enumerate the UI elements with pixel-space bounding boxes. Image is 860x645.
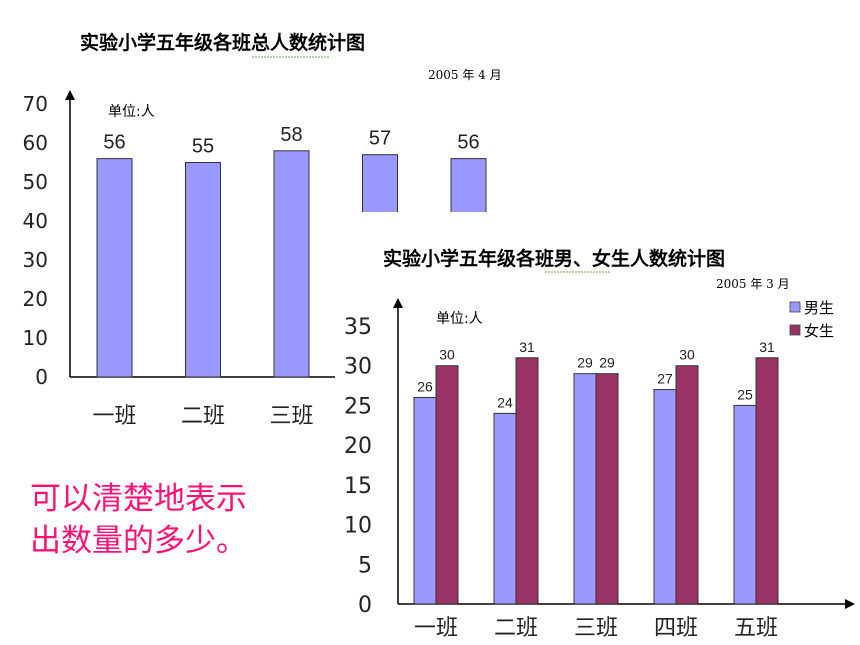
chart2-bar-boys <box>573 373 597 605</box>
chart1-category-labels: 一班 二班 三班 <box>92 404 313 429</box>
chart2-category-label: 五班 <box>734 616 778 641</box>
chart2-bar-boys <box>413 396 437 605</box>
chart1-date: 2005 年 4 月 <box>428 68 502 82</box>
chart1-y-tick: 50 <box>23 170 48 194</box>
chart2-value-label-girls: 31 <box>519 339 535 355</box>
chart1-bar <box>185 162 221 378</box>
chart1-y-tick: 60 <box>23 131 48 155</box>
chart2-y-tick: 15 <box>344 474 372 499</box>
chart1-y-tick: 0 <box>35 365 48 389</box>
chart2-unit-label: 单位:人 <box>436 311 483 327</box>
note-line-1: 可以清楚地表示 <box>30 481 247 517</box>
chart1-category-label: 二班 <box>181 404 225 429</box>
chart2-value-label-boys: 29 <box>577 355 593 371</box>
chart1-value-label: 55 <box>192 136 214 158</box>
chart2-category-label: 四班 <box>654 616 698 641</box>
chart1-bar <box>273 150 310 378</box>
chart2-bar-girls <box>595 373 619 605</box>
chart2-y-tick: 30 <box>344 355 372 380</box>
chart2-value-label-boys: 25 <box>737 386 753 402</box>
chart2-legend: 男生 女生 <box>789 299 834 340</box>
chart2-category-label: 二班 <box>494 616 538 641</box>
legend-label-girls: 女生 <box>804 322 834 340</box>
chart1-value-labels: 56 55 58 57 56 <box>103 124 479 158</box>
chart2-value-label-girls: 31 <box>759 339 775 355</box>
chart2-y-tick: 10 <box>344 514 372 539</box>
chart1-unit-label: 单位:人 <box>108 104 155 120</box>
chart2-category-label: 一班 <box>414 616 458 641</box>
chart1-y-tick: 70 <box>23 92 48 116</box>
chart2-value-label-boys: 26 <box>417 378 433 394</box>
legend-label-boys: 男生 <box>804 299 834 317</box>
chart1-y-tick: 40 <box>23 209 48 233</box>
chart1-y-tick: 10 <box>23 326 48 350</box>
chart1-y-axis-arrow <box>65 90 75 100</box>
chart2-value-label-boys: 24 <box>497 394 513 410</box>
chart1-value-label: 58 <box>280 124 302 146</box>
chart1-y-tick: 20 <box>23 287 48 311</box>
chart2-value-label-girls: 29 <box>599 355 615 371</box>
chart2-x-axis-arrow <box>845 599 855 609</box>
chart1-value-label: 56 <box>103 132 125 154</box>
chart2-y-tick: 0 <box>358 593 372 618</box>
chart2-y-tick: 20 <box>344 434 372 459</box>
chart2-category-label: 三班 <box>574 616 618 641</box>
chart2-date: 2005 年 3 月 <box>716 277 790 291</box>
chart2-value-label-girls: 30 <box>679 347 695 363</box>
chart1-value-label: 56 <box>457 132 479 154</box>
chart1-y-ticks: 0 10 20 30 40 50 60 70 <box>23 92 48 389</box>
note-line-2: 出数量的多少。 <box>30 523 247 559</box>
chart1-title: 实验小学五年级各班总人数统计图 <box>80 31 365 54</box>
chart1-bar <box>96 158 133 378</box>
chart1-category-label: 三班 <box>269 404 313 429</box>
chart2-value-label-girls: 30 <box>439 347 455 363</box>
legend-swatch-boys <box>789 301 801 313</box>
chart2-y-tick: 25 <box>344 394 372 419</box>
note-text: 可以清楚地表示 出数量的多少。 <box>30 478 320 562</box>
chart2-y-axis-arrow <box>393 298 403 308</box>
chart2-bar-boys <box>493 412 517 605</box>
chart2-value-labels: 26 30 24 31 29 29 27 30 25 31 <box>417 339 775 411</box>
chart1-value-label: 57 <box>369 128 391 150</box>
chart2-bar-girls <box>435 365 459 605</box>
chart2-bar-boys <box>733 404 757 605</box>
chart2-value-label-boys: 27 <box>657 371 673 387</box>
legend-swatch-girls <box>789 324 801 336</box>
chart2-title: 实验小学五年级各班男、女生人数统计图 <box>383 247 725 270</box>
chart2-y-tick: 5 <box>358 553 372 578</box>
chart1-y-tick: 30 <box>23 248 48 272</box>
chart2-bar-boys <box>653 389 677 605</box>
chart2-category-labels: 一班 二班 三班 四班 五班 <box>414 616 778 641</box>
chart1-category-label: 一班 <box>92 404 136 429</box>
chart2-y-tick: 35 <box>344 315 372 340</box>
chart2-bar-girls <box>755 357 779 605</box>
chart2-y-ticks: 0 5 10 15 20 25 30 35 <box>344 315 372 618</box>
chart2-bar-girls <box>515 357 539 605</box>
chart2-bars <box>413 357 779 605</box>
gender-students-chart: 实验小学五年级各班男、女生人数统计图 2005 年 3 月 单位:人 0 5 10 1… <box>335 212 860 645</box>
chart2-bar-girls <box>675 365 699 605</box>
